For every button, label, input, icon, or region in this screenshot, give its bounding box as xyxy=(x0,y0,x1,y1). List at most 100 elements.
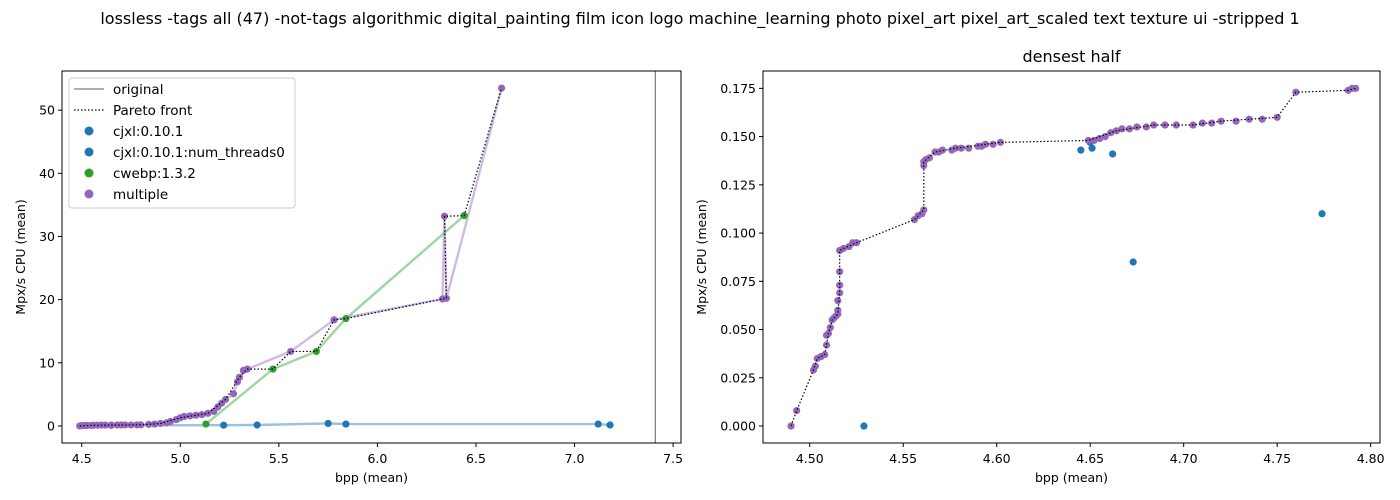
y-tick-label: 50 xyxy=(39,103,55,118)
pareto-front xyxy=(790,87,1356,427)
data-points xyxy=(787,84,1360,430)
data-point-multiple xyxy=(1352,84,1360,92)
y-axis-label: Mpx/s CPU (mean) xyxy=(13,199,28,314)
x-tick-label: 4.70 xyxy=(1170,451,1198,466)
legend-label-cjxl-num-threads0: cjxl:0.10.1:num_threads0 xyxy=(113,145,285,161)
data-point-multiple xyxy=(811,362,819,370)
data-point-cwebp xyxy=(202,420,210,428)
data-point-multiple xyxy=(836,289,844,297)
y-tick-label: 0.025 xyxy=(720,370,756,385)
x-axis-label: bpp (mean) xyxy=(1035,470,1108,485)
legend-swatch-cjxl-num-threads0 xyxy=(84,147,94,157)
x-axis-label: bpp (mean) xyxy=(335,470,408,485)
y-tick-label: 20 xyxy=(39,292,55,307)
data-point-cjxl xyxy=(1129,258,1137,266)
x-tick-label: 4.5 xyxy=(72,451,92,466)
data-point-multiple xyxy=(180,412,188,421)
data-point-cjxl xyxy=(342,420,350,428)
data-point-multiple xyxy=(839,244,847,253)
legend-item-cjxl: cjxl:0.10.1 xyxy=(84,124,183,140)
x-tick-label: 4.50 xyxy=(796,451,824,466)
y-tick-label: 0.175 xyxy=(720,81,756,96)
data-point-multiple xyxy=(834,306,842,314)
y-tick-label: 40 xyxy=(39,166,55,181)
data-point-cwebp xyxy=(342,314,350,323)
legend-item-pareto: Pareto front xyxy=(74,103,192,119)
legend-swatch-cwebp xyxy=(84,168,94,178)
data-point-multiple xyxy=(1090,136,1098,145)
data-point-multiple xyxy=(204,409,212,417)
data-point-cjxl xyxy=(860,422,868,430)
figure-suptitle: lossless -tags all (47) -not-tags algori… xyxy=(100,9,1299,29)
data-point-multiple xyxy=(1084,136,1092,145)
data-point-multiple xyxy=(229,390,238,398)
pareto-front-line xyxy=(790,87,1356,427)
y-ticks: 0.000 0.025 0.050 0.075 0.100 0.125 0.150 0.175 xyxy=(720,81,763,434)
data-point-multiple xyxy=(793,406,801,415)
y-tick-label: 0.050 xyxy=(720,322,756,337)
series-line-cjxl xyxy=(111,422,611,427)
y-tick-label: 0.075 xyxy=(720,274,756,289)
axes-frame xyxy=(762,70,1381,444)
data-point-multiple xyxy=(834,297,842,305)
data-point-multiple xyxy=(1198,119,1206,127)
axes-frame xyxy=(61,70,682,444)
legend-label-cwebp: cwebp:1.3.2 xyxy=(113,166,196,182)
data-point-multiple xyxy=(1258,115,1266,123)
x-tick-label: 4.55 xyxy=(889,451,917,466)
legend-item-original: original xyxy=(74,82,163,98)
x-tick-label: 4.60 xyxy=(983,451,1011,466)
data-point-multiple xyxy=(836,268,844,276)
legend-item-cwebp: cwebp:1.3.2 xyxy=(84,166,196,182)
x-ticks: 4.50 4.55 4.60 4.65 4.70 4.75 4.80 xyxy=(796,443,1385,466)
pareto-front xyxy=(79,87,503,427)
legend: original Pareto front cjxl:0.10.1 cjxl:0… xyxy=(68,77,296,209)
x-tick-label: 7.5 xyxy=(663,451,683,466)
x-tick-label: 6.0 xyxy=(367,451,387,466)
data-point-multiple xyxy=(287,347,295,356)
y-tick-label: 0.000 xyxy=(720,419,756,434)
y-tick-label: 10 xyxy=(39,355,55,370)
y-tick-label: 0.100 xyxy=(720,226,756,241)
x-tick-label: 6.5 xyxy=(466,451,486,466)
data-point-multiple xyxy=(957,144,965,152)
x-tick-label: 4.80 xyxy=(1357,451,1385,466)
x-tick-label: 7.0 xyxy=(565,451,585,466)
panel-title: densest half xyxy=(1022,47,1120,66)
panel-right-densest-half: 4.50 4.55 4.60 4.65 4.70 4.75 4.80 0.0000.0250… xyxy=(694,47,1385,485)
legend-box xyxy=(68,77,296,209)
data-point-multiple xyxy=(1208,119,1216,127)
data-point-multiple xyxy=(1107,129,1115,137)
data-point-multiple xyxy=(938,146,947,154)
legend-swatch-cjxl xyxy=(84,126,94,136)
legend-swatch-multiple xyxy=(84,189,94,199)
x-tick-label: 5.5 xyxy=(269,451,289,466)
pareto-front-line xyxy=(79,87,503,427)
legend-label-multiple: multiple xyxy=(113,187,168,203)
legend-label-original: original xyxy=(113,82,163,98)
y-tick-label: 0.125 xyxy=(720,177,756,192)
data-point-multiple xyxy=(127,421,135,429)
x-tick-label: 4.75 xyxy=(1263,451,1291,466)
data-point-multiple xyxy=(951,144,960,152)
data-point-multiple xyxy=(442,294,451,302)
data-point-multiple xyxy=(166,417,175,426)
data-point-multiple xyxy=(235,373,244,381)
data-point-cjxl xyxy=(1088,144,1096,152)
x-tick-label: 5.0 xyxy=(170,451,190,466)
data-point-cjxl xyxy=(253,421,261,429)
legend-item-multiple: multiple xyxy=(84,187,168,203)
data-points xyxy=(76,84,614,430)
data-point-multiple xyxy=(121,421,129,429)
legend-label-pareto: Pareto front xyxy=(113,103,192,119)
data-point-multiple xyxy=(1142,123,1150,131)
y-tick-label: 0 xyxy=(47,418,55,433)
data-point-multiple xyxy=(996,138,1005,146)
data-point-multiple xyxy=(1133,123,1141,131)
data-point-multiple xyxy=(186,412,194,420)
data-point-multiple xyxy=(925,154,934,162)
data-point-cjxl xyxy=(1109,150,1117,158)
data-point-multiple xyxy=(920,206,928,214)
y-tick-label: 0.150 xyxy=(720,129,756,144)
